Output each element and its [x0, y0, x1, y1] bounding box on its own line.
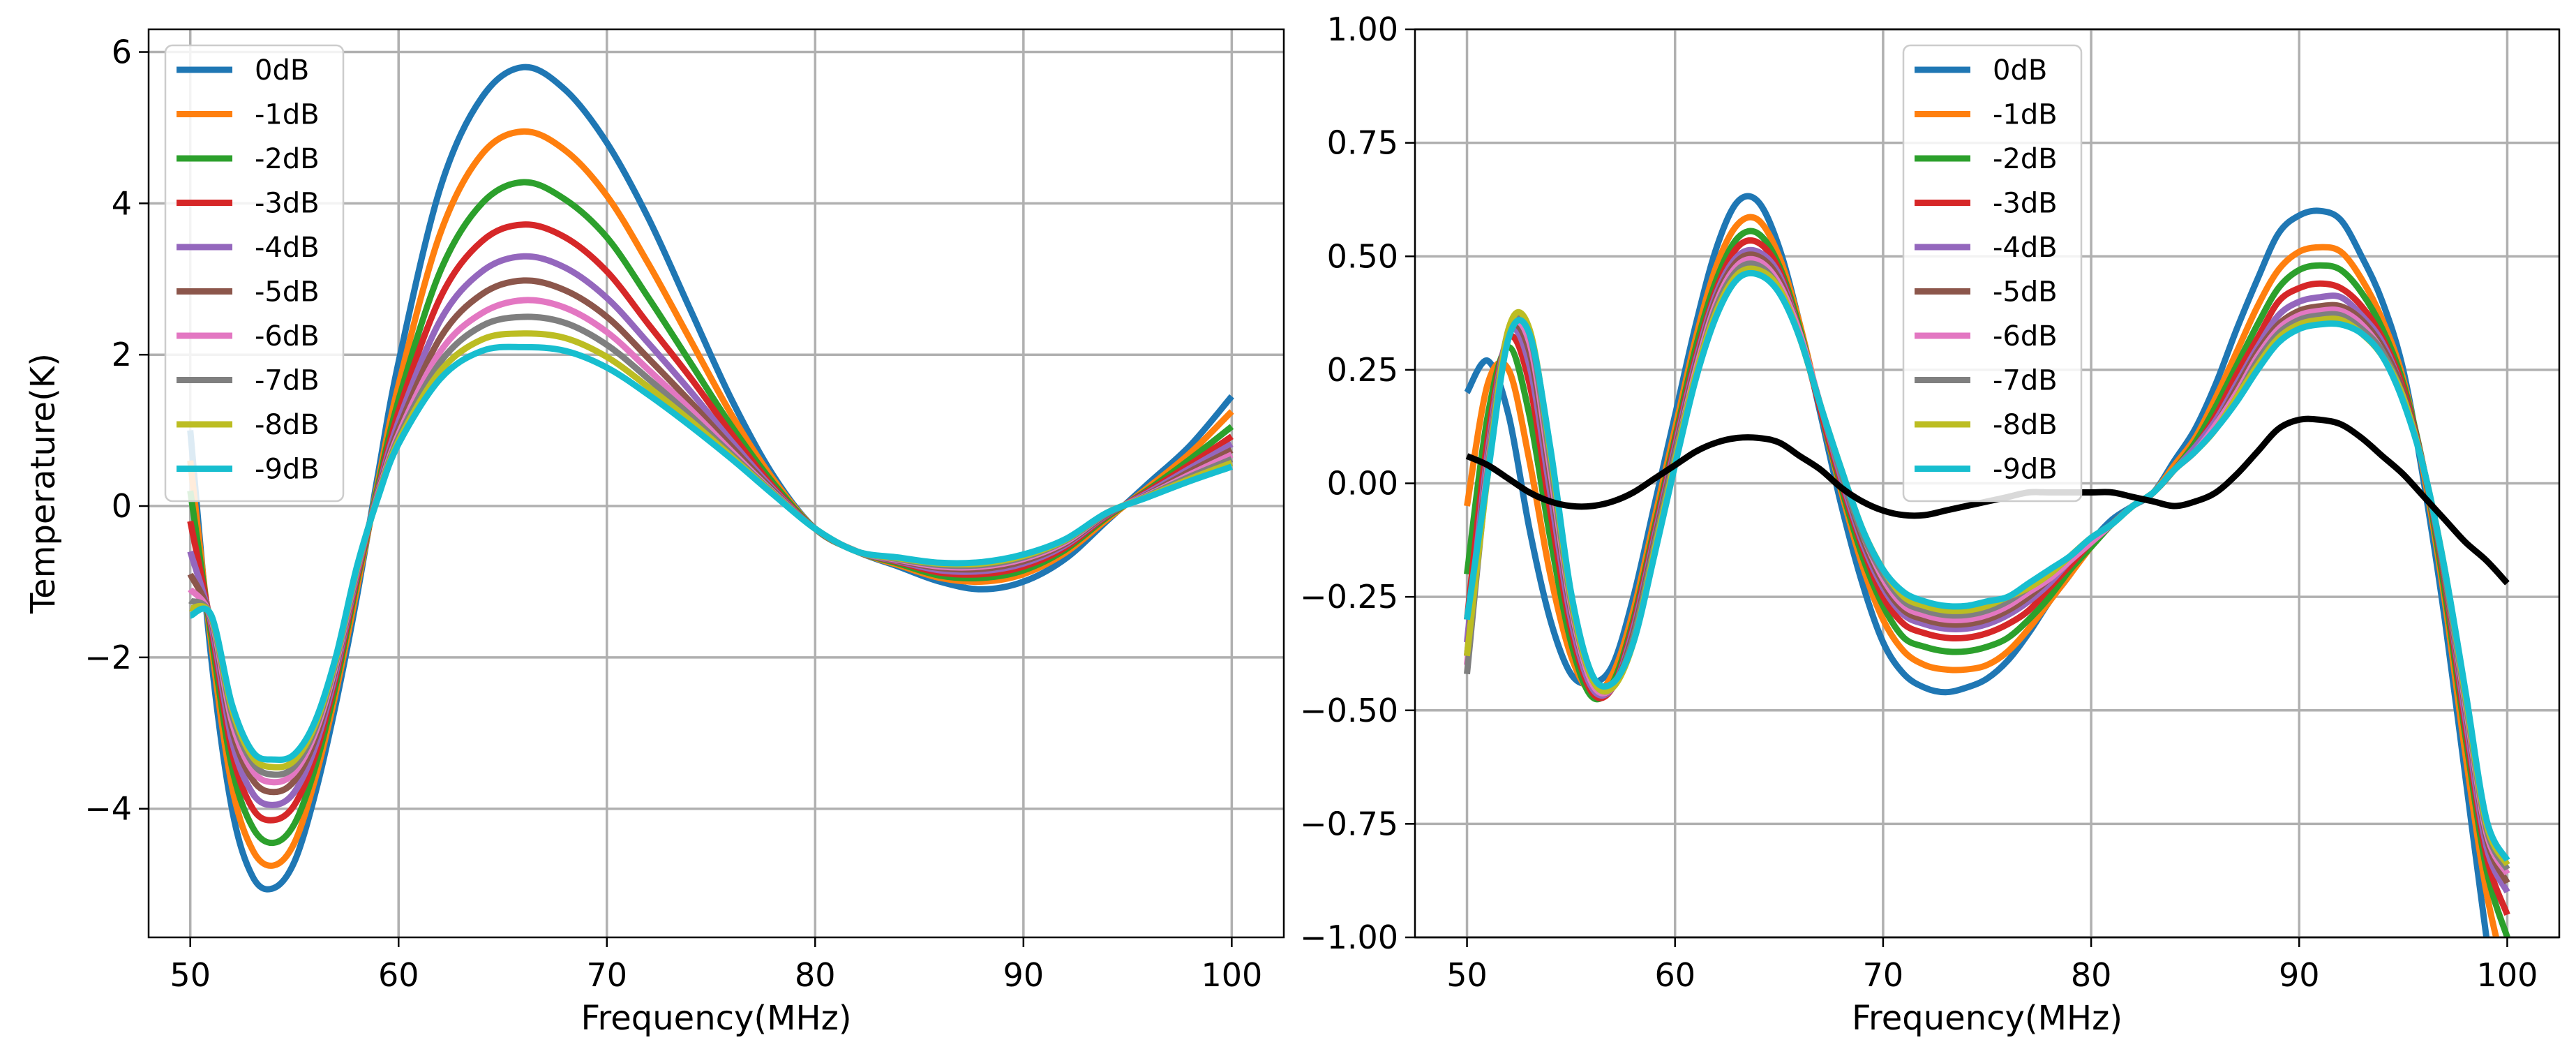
- right-legend-label-3: -3dB: [1993, 188, 2058, 220]
- right-ticks: 50 60 70 80 90 100 1.00 0.75 0.50 0.25 0.00 −0.25 −0…: [1300, 10, 2538, 994]
- right-y-tick-label-3: 0.25: [1327, 351, 1398, 389]
- left-legend: 0dB -1dB -2dB -3dB -4dB -5dB -6dB -7dB -8dB -9dB: [164, 44, 345, 503]
- left-x-tick-label-2: 70: [586, 956, 627, 994]
- left-series-line-2-2dB: [187, 179, 1234, 847]
- right-y-tick-label-4: 0.00: [1327, 465, 1398, 503]
- right-legend: 0dB -1dB -2dB -3dB -4dB -5dB -6dB -7dB -8dB -9dB: [1902, 44, 2083, 503]
- right-legend-label-0: 0dB: [1993, 54, 2047, 87]
- left-x-tick-label-1: 60: [378, 956, 419, 994]
- left-y-tick-label-5: −4: [84, 790, 132, 828]
- left-legend-label-7: -7dB: [255, 365, 320, 397]
- left-y-tick-label-0: 6: [112, 34, 132, 71]
- right-x-tick-label-4: 90: [2279, 956, 2320, 994]
- left-ticks: 50 60 70 80 90 100 6 4 2 0 −2 −4: [84, 34, 1262, 994]
- left-y-tick-label-4: −2: [84, 639, 132, 676]
- left-y-tick-label-3: 0: [112, 487, 132, 525]
- left-series-line-1-1dB: [187, 128, 1234, 869]
- right-y-tick-label-6: −0.50: [1300, 692, 1398, 729]
- right-legend-label-6: -6dB: [1993, 320, 2058, 352]
- left-legend-label-8: -8dB: [255, 409, 320, 441]
- left-legend-label-1: -1dB: [255, 99, 320, 131]
- right-x-tick-label-1: 60: [1654, 956, 1695, 994]
- right-x-tick-label-0: 50: [1446, 956, 1488, 994]
- right-x-tick-label-2: 70: [1863, 956, 1904, 994]
- right-legend-label-1: -1dB: [1993, 99, 2058, 131]
- left-x-tick-label-0: 50: [170, 956, 211, 994]
- right-y-tick-label-1: 0.75: [1327, 124, 1398, 162]
- right-x-tick-label-5: 100: [2477, 956, 2538, 994]
- left-x-tick-label-3: 80: [795, 956, 836, 994]
- left-legend-label-6: -6dB: [255, 320, 320, 352]
- left-legend-label-2: -2dB: [255, 143, 320, 175]
- right-legend-label-4: -4dB: [1993, 232, 2058, 264]
- right-y-tick-label-0: 1.00: [1327, 10, 1398, 48]
- left-series-lines: [187, 64, 1234, 893]
- left-series-line-0-0dB: [187, 64, 1234, 893]
- right-legend-label-8: -8dB: [1993, 409, 2058, 441]
- left-y-tick-label-2: 2: [112, 336, 132, 373]
- right-legend-label-5: -5dB: [1993, 276, 2058, 309]
- right-legend-label-9: -9dB: [1993, 454, 2058, 486]
- right-legend-label-7: -7dB: [1993, 365, 2058, 397]
- right-legend-label-2: -2dB: [1993, 143, 2058, 175]
- right-y-tick-label-7: −0.75: [1300, 805, 1398, 842]
- right-x-axis-label: Frequency(MHz): [1852, 999, 2122, 1038]
- left-y-tick-label-1: 4: [112, 184, 132, 222]
- left-legend-label-3: -3dB: [255, 188, 320, 220]
- left-axes-frame: [147, 28, 1285, 939]
- left-series-line-9-9dB: [188, 343, 1233, 764]
- right-series-line-9-9dB: [1464, 269, 2510, 862]
- right-y-tick-label-8: −1.00: [1300, 919, 1398, 956]
- left-x-tick-label-4: 90: [1003, 956, 1044, 994]
- left-y-axis-label: Temperature(K): [24, 353, 63, 614]
- left-x-tick-label-5: 100: [1201, 956, 1262, 994]
- right-y-tick-label-2: 0.50: [1327, 237, 1398, 275]
- left-legend-label-4: -4dB: [255, 232, 320, 264]
- left-legend-label-9: -9dB: [255, 454, 320, 486]
- right-y-tick-label-5: −0.25: [1300, 578, 1398, 616]
- right-x-tick-label-3: 80: [2071, 956, 2112, 994]
- left-legend-label-5: -5dB: [255, 276, 320, 309]
- right-series-lines: [1464, 193, 2510, 937]
- left-legend-label-0: 0dB: [255, 54, 309, 87]
- right-panel: 50 60 70 80 90 100 1.00 0.75 0.50 0.25 0.00 −0.25 −0…: [1300, 10, 2561, 1038]
- left-x-axis-label: Frequency(MHz): [581, 999, 851, 1038]
- right-series-line-0-0dB: [1464, 193, 2490, 937]
- left-panel: 50 60 70 80 90 100 6 4 2 0 −2 −4 Frequency(MHz) Tem…: [24, 28, 1285, 1038]
